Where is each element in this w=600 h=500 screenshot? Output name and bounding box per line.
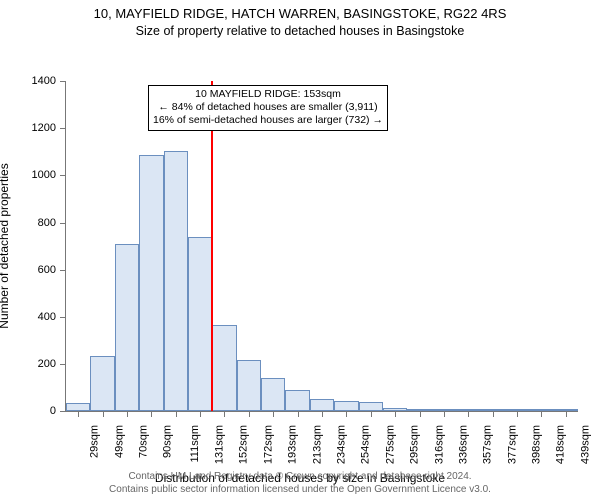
footer-line2: Contains public sector information licen… <box>0 483 600 496</box>
x-tick-label: 377sqm <box>506 425 518 464</box>
histogram-bar <box>212 325 236 411</box>
x-tick-mark <box>444 411 445 417</box>
x-tick-mark <box>322 411 323 417</box>
histogram-bar <box>164 151 188 411</box>
annotation-line3: 16% of semi-detached houses are larger (… <box>153 114 383 127</box>
plot-region: 020040060080010001200140029sqm49sqm70sqm… <box>65 81 578 412</box>
y-tick-mark <box>60 411 66 412</box>
y-tick-mark <box>60 223 66 224</box>
x-tick-mark <box>249 411 250 417</box>
histogram-bar <box>285 390 309 411</box>
y-tick-mark <box>60 128 66 129</box>
x-tick-mark <box>224 411 225 417</box>
x-tick-label: 295sqm <box>409 425 421 464</box>
x-tick-label: 29sqm <box>89 425 101 458</box>
x-tick-label: 275sqm <box>384 425 396 464</box>
x-tick-label: 254sqm <box>360 425 372 464</box>
x-tick-label: 316sqm <box>433 425 445 464</box>
histogram-bar <box>139 155 163 411</box>
annotation-line2: ← 84% of detached houses are smaller (3,… <box>153 101 383 114</box>
histogram-bar <box>310 399 334 411</box>
chart-title-line1: 10, MAYFIELD RIDGE, HATCH WARREN, BASING… <box>0 0 600 23</box>
histogram-bar <box>237 360 261 411</box>
x-tick-label: 234sqm <box>336 425 348 464</box>
x-tick-label: 152sqm <box>238 425 250 464</box>
chart-title-line2: Size of property relative to detached ho… <box>0 23 600 39</box>
histogram-bar <box>115 244 139 411</box>
y-tick-mark <box>60 364 66 365</box>
x-tick-mark <box>176 411 177 417</box>
x-tick-mark <box>346 411 347 417</box>
x-tick-mark <box>395 411 396 417</box>
x-tick-mark <box>200 411 201 417</box>
chart-title-block: 10, MAYFIELD RIDGE, HATCH WARREN, BASING… <box>0 0 600 39</box>
x-tick-label: 213sqm <box>311 425 323 464</box>
x-tick-mark <box>273 411 274 417</box>
histogram-bar <box>188 237 212 411</box>
x-tick-mark <box>566 411 567 417</box>
x-tick-label: 90sqm <box>162 425 174 458</box>
x-tick-mark <box>493 411 494 417</box>
x-tick-mark <box>127 411 128 417</box>
x-tick-label: 439sqm <box>579 425 591 464</box>
x-tick-mark <box>371 411 372 417</box>
x-tick-label: 398sqm <box>531 425 543 464</box>
x-tick-label: 193sqm <box>287 425 299 464</box>
x-tick-label: 111sqm <box>188 425 200 463</box>
annotation-line1: 10 MAYFIELD RIDGE: 153sqm <box>153 88 383 101</box>
x-tick-mark <box>78 411 79 417</box>
y-tick-mark <box>60 81 66 82</box>
y-tick-mark <box>60 175 66 176</box>
x-tick-mark <box>517 411 518 417</box>
x-tick-label: 70sqm <box>137 425 149 458</box>
histogram-bar <box>90 356 114 411</box>
histogram-bar <box>261 378 285 411</box>
x-tick-mark <box>420 411 421 417</box>
x-tick-mark <box>151 411 152 417</box>
x-tick-label: 131sqm <box>214 425 226 464</box>
histogram-bar <box>359 402 383 411</box>
chart-footer: Contains HM Land Registry data © Crown c… <box>0 470 600 496</box>
y-tick-mark <box>60 270 66 271</box>
x-tick-mark <box>541 411 542 417</box>
x-tick-label: 418sqm <box>555 425 567 464</box>
reference-line <box>211 81 213 411</box>
y-tick-mark <box>60 317 66 318</box>
histogram-bar <box>334 401 358 412</box>
x-tick-label: 357sqm <box>482 425 494 464</box>
x-tick-mark <box>468 411 469 417</box>
x-tick-label: 172sqm <box>262 425 274 464</box>
histogram-bar <box>66 403 90 411</box>
y-axis-label: Number of detached properties <box>0 163 11 328</box>
x-tick-mark <box>298 411 299 417</box>
annotation-box: 10 MAYFIELD RIDGE: 153sqm← 84% of detach… <box>148 85 388 130</box>
footer-line1: Contains HM Land Registry data © Crown c… <box>0 470 600 483</box>
x-tick-label: 49sqm <box>113 425 125 458</box>
x-tick-mark <box>103 411 104 417</box>
x-tick-label: 336sqm <box>457 425 469 464</box>
